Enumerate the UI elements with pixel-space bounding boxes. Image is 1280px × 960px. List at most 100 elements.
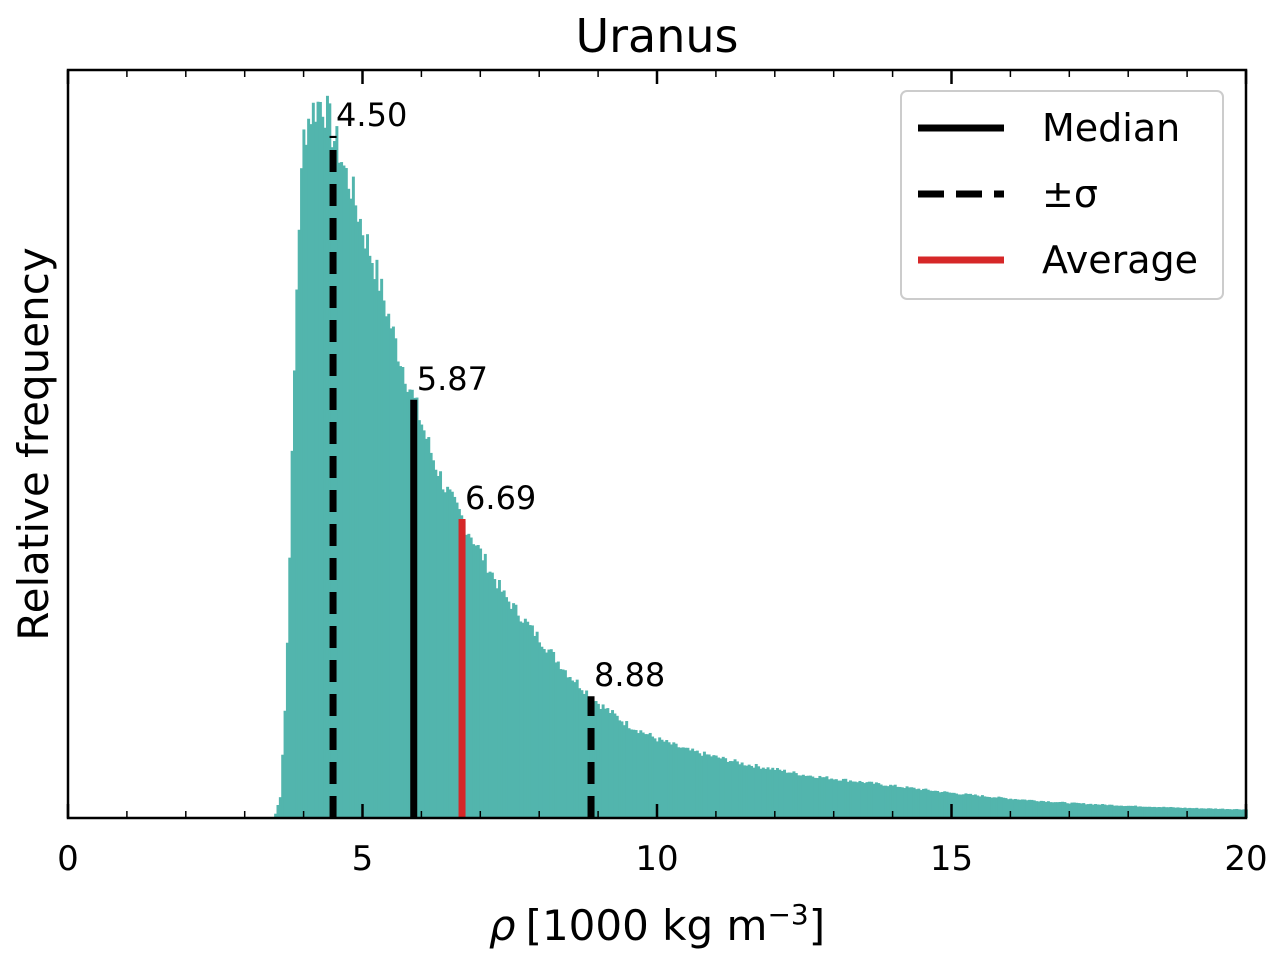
- histogram-bar: [476, 545, 480, 818]
- histogram-bar: [1183, 807, 1187, 818]
- histogram-bar: [509, 608, 513, 818]
- histogram-bar: [387, 313, 391, 818]
- histogram-bar: [361, 235, 365, 818]
- histogram-bar: [955, 793, 958, 818]
- x-tick-label: 5: [352, 839, 374, 879]
- histogram-bar: [455, 502, 459, 818]
- histogram-bar: [488, 571, 492, 818]
- histogram-bar: [1002, 797, 1006, 818]
- histogram-bar: [700, 755, 704, 818]
- histogram-bar: [964, 793, 968, 818]
- histogram-bar: [1228, 809, 1232, 818]
- marker-label: 5.87: [417, 360, 488, 398]
- histogram-bar: [1233, 809, 1236, 818]
- histogram-bar: [1143, 806, 1147, 818]
- histogram-bar: [618, 720, 622, 818]
- histogram-bar: [436, 475, 440, 818]
- histogram-bar: [325, 95, 329, 818]
- histogram-bar: [917, 788, 921, 818]
- histogram-bar: [945, 791, 949, 818]
- histogram-bar: [813, 777, 817, 818]
- histogram-bar: [1065, 803, 1069, 818]
- histogram-bar: [1044, 801, 1048, 818]
- histogram-bar: [521, 622, 525, 818]
- histogram-bar: [1032, 800, 1036, 818]
- histogram-bar: [1134, 805, 1138, 818]
- histogram-bar: [432, 460, 435, 818]
- histogram-bar: [370, 262, 374, 818]
- histogram-bar: [1155, 807, 1159, 818]
- histogram-bar: [641, 732, 645, 818]
- histogram-bar: [660, 739, 664, 818]
- histogram-bar: [285, 642, 289, 818]
- histogram-bar: [549, 649, 553, 818]
- histogram-bar: [629, 729, 633, 818]
- histogram-bar: [933, 790, 937, 818]
- histogram-bar: [653, 738, 657, 818]
- histogram-bar: [1056, 802, 1060, 818]
- histogram-bar: [702, 751, 706, 818]
- histogram-bar: [542, 649, 546, 818]
- histogram-bar: [620, 721, 624, 818]
- histogram-bar: [646, 734, 650, 818]
- histogram-bar: [606, 708, 610, 818]
- histogram-bar: [354, 205, 358, 818]
- histogram-bar: [1053, 802, 1057, 818]
- histogram-bar: [952, 792, 956, 818]
- histogram-bar: [742, 765, 746, 818]
- histogram-bar: [973, 794, 977, 818]
- histogram-bar: [905, 786, 909, 818]
- histogram-bar: [1039, 800, 1043, 818]
- histogram-bar: [358, 218, 362, 819]
- histogram-bar: [893, 784, 897, 818]
- legend-label: ±σ: [1042, 172, 1098, 216]
- histogram-bar: [733, 759, 737, 818]
- histogram-bar: [375, 259, 379, 818]
- histogram-bar: [721, 756, 725, 818]
- histogram-bar: [594, 701, 598, 818]
- marker-label: 8.88: [594, 656, 665, 694]
- histogram-bar: [278, 797, 282, 818]
- histogram-bar: [947, 792, 951, 818]
- histogram-bar: [347, 188, 351, 818]
- histogram-bar: [1028, 799, 1032, 818]
- axis-ticks: 0 5 10 15 20: [57, 70, 1268, 879]
- histogram-bar: [775, 767, 779, 818]
- histogram-bar: [662, 741, 666, 818]
- histogram-bar: [1240, 809, 1244, 818]
- histogram-bar: [535, 631, 539, 818]
- histogram-bar: [983, 796, 987, 818]
- histogram-bar: [1207, 808, 1211, 818]
- histogram-bar: [792, 771, 796, 818]
- histogram-bar: [1214, 808, 1218, 818]
- histogram-bar: [837, 780, 841, 818]
- histogram-bar: [1098, 804, 1102, 818]
- histogram-bar: [599, 708, 603, 818]
- histogram-bar: [479, 548, 483, 818]
- histogram-bar: [914, 789, 918, 818]
- histogram-bar: [851, 781, 855, 818]
- histogram-bar: [1152, 806, 1156, 818]
- x-axis-label: ρ [1000 kg m−3]: [489, 898, 825, 950]
- histogram-bar: [1112, 805, 1116, 818]
- histogram-bar: [566, 677, 570, 818]
- histogram-bar: [910, 787, 914, 818]
- histogram-bar: [333, 141, 337, 819]
- x-tick-label: 15: [930, 839, 973, 879]
- marker-label: 4.50: [336, 96, 407, 134]
- histogram-bar: [771, 767, 775, 818]
- histogram-bar: [985, 796, 989, 818]
- histogram-bar: [896, 786, 900, 818]
- histogram-bar: [523, 618, 527, 818]
- histogram-bar: [651, 736, 655, 818]
- histogram-bar: [1169, 806, 1173, 818]
- histogram-bar: [446, 486, 450, 818]
- histogram-bar: [1006, 799, 1010, 818]
- histogram-bar: [830, 778, 834, 818]
- histogram-bar: [1223, 809, 1227, 818]
- histogram-bar: [580, 690, 584, 818]
- histogram-bar: [816, 778, 819, 818]
- histogram-bar: [1103, 804, 1107, 818]
- histogram-bar: [693, 751, 697, 818]
- histogram-bar: [872, 783, 876, 818]
